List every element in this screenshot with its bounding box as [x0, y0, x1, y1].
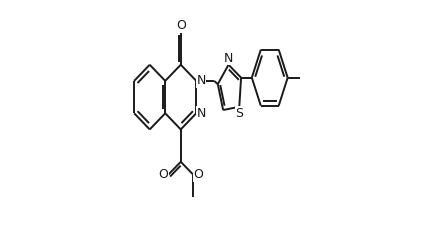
Text: N: N [196, 74, 206, 87]
Text: N: N [224, 52, 233, 65]
Text: S: S [235, 107, 243, 120]
Text: O: O [176, 19, 186, 32]
Text: O: O [193, 168, 203, 181]
Text: N: N [196, 107, 206, 120]
Text: O: O [158, 168, 168, 181]
